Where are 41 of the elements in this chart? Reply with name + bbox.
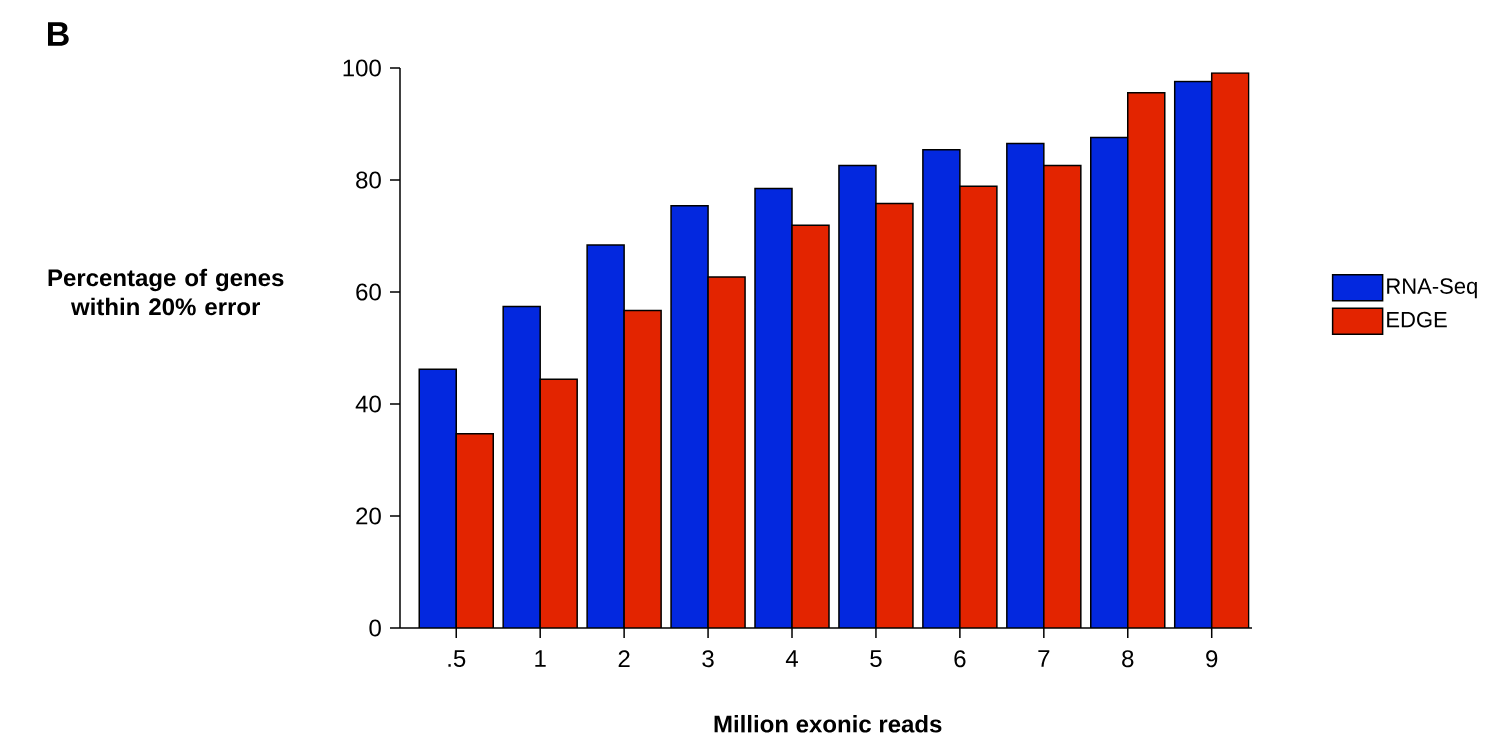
x-tick-label: 7 <box>1038 650 1050 667</box>
x-tick-label: 2 <box>618 650 630 667</box>
bar <box>1173 80 1213 629</box>
bar <box>875 203 913 629</box>
text: B <box>48 22 69 46</box>
bar <box>755 188 793 629</box>
x-tick-label: .5 <box>448 650 466 667</box>
x-tick-label: 8 <box>1122 650 1134 668</box>
bar <box>419 369 457 629</box>
bar <box>671 205 709 629</box>
x-axis-title: Million exonic reads <box>714 714 942 733</box>
y-tick-label: 20 <box>356 507 381 525</box>
x-tick-label: 1 <box>535 650 546 667</box>
x-tick-label: 5 <box>870 650 882 667</box>
bar <box>838 165 876 629</box>
bar <box>792 225 829 629</box>
bar <box>1127 92 1165 629</box>
y-tick-label: 80 <box>356 171 381 189</box>
bar <box>1043 165 1081 629</box>
x-tick-label: 6 <box>954 650 966 668</box>
x-tick-label: 3 <box>702 650 714 668</box>
bar <box>624 310 662 629</box>
y-tick-label: 60 <box>356 283 381 301</box>
y-axis-title: Percentage of genes within 20% error <box>48 268 284 316</box>
bar <box>587 244 625 629</box>
y-tick-label: 0 <box>369 619 381 637</box>
y-tick-label: 40 <box>355 395 381 413</box>
y-tick-label: 100 <box>343 59 381 77</box>
bar <box>1210 72 1250 629</box>
x-tick-label: 4 <box>785 650 798 667</box>
bar <box>1090 137 1128 629</box>
bar <box>503 306 541 629</box>
legend-label: RNA-Seq <box>1387 278 1477 299</box>
bar <box>456 433 494 629</box>
bar <box>708 276 746 629</box>
bar <box>922 149 960 629</box>
legend-label: EDGE <box>1387 311 1447 328</box>
x-tick-label: 9 <box>1206 650 1218 668</box>
bar <box>1006 143 1044 629</box>
bar <box>959 186 997 629</box>
bar <box>540 379 578 629</box>
